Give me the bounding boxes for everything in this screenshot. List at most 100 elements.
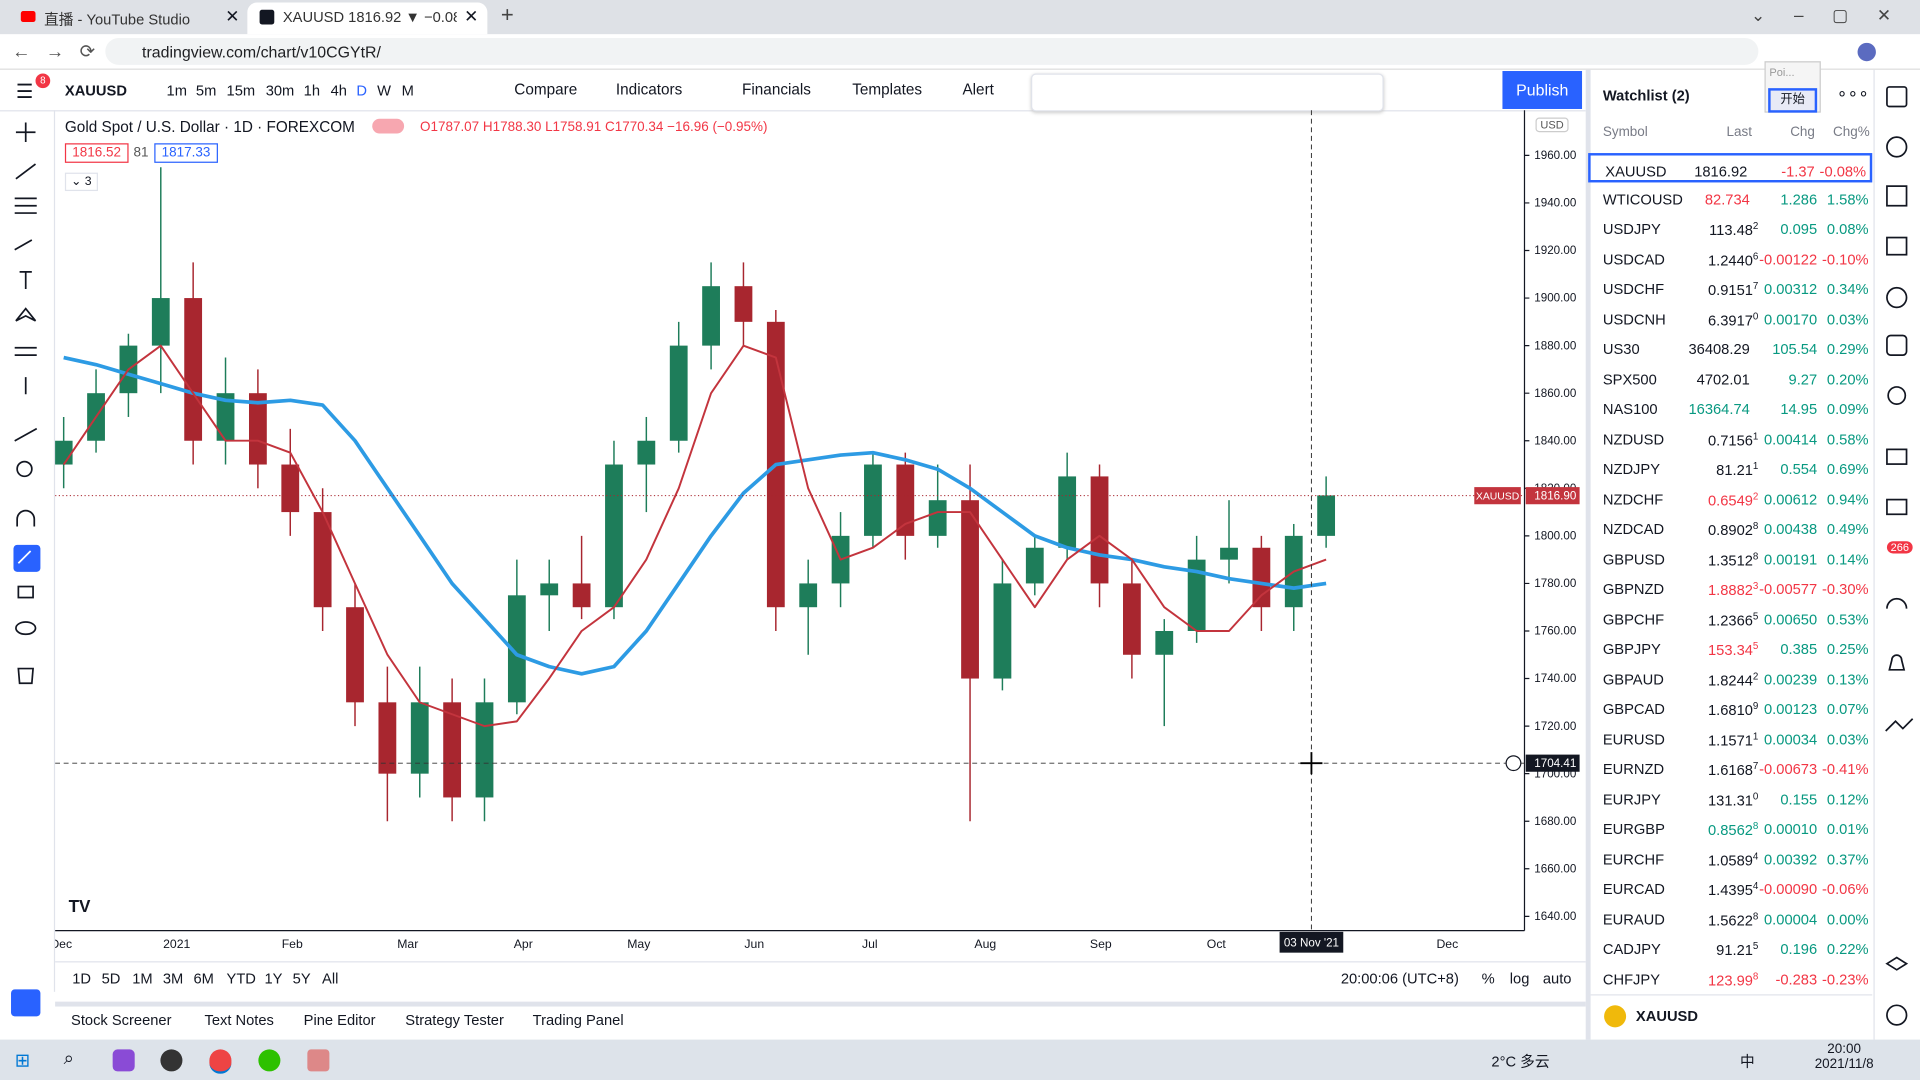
watchlist-row[interactable]: EURJPY 131.310 0.155 0.12% <box>1588 783 1872 812</box>
app[interactable] <box>160 1049 183 1072</box>
alert[interactable]: Alert <box>962 80 994 98</box>
app[interactable] <box>209 1049 232 1074</box>
watchlist-row[interactable]: USDCHF 0.91517 0.00312 0.34% <box>1588 273 1872 302</box>
watchlist-row[interactable]: SPX500 4702.01 9.27 0.20% <box>1588 363 1872 392</box>
interval[interactable]: 30m <box>265 82 295 100</box>
watchlist-row[interactable]: NAS100 16364.74 14.95 0.09% <box>1588 393 1872 422</box>
price-chart[interactable]: 1640.001660.001680.001700.001720.001740.… <box>55 108 1586 959</box>
popup-button[interactable]: 开始 <box>1768 88 1818 113</box>
panel-tab[interactable]: Trading Panel <box>532 1011 624 1029</box>
weather[interactable]: 2°C 多云 <box>1491 1053 1550 1071</box>
scale-option[interactable]: auto <box>1542 969 1572 987</box>
drawing-toolbar[interactable] <box>1031 73 1384 112</box>
publish[interactable]: Publish <box>1502 71 1583 109</box>
interval[interactable]: 5m <box>195 82 217 100</box>
tab-close[interactable]: ✕ <box>225 6 240 26</box>
watchlist-row[interactable]: CADJPY 91.215 0.196 0.22% <box>1588 933 1872 962</box>
interval[interactable]: M <box>401 82 414 100</box>
watchlist-row[interactable]: EURAUD 1.56228 0.00004 0.00% <box>1588 903 1872 932</box>
watchlist-row[interactable]: EURGBP 0.85628 0.00010 0.01% <box>1588 813 1872 842</box>
indicators[interactable]: Indicators <box>615 80 683 98</box>
watchlist-row[interactable]: EURCHF 1.05894 0.00392 0.37% <box>1588 843 1872 872</box>
watchlist-row[interactable]: WTICOUSD 82.734 1.286 1.58% <box>1588 183 1872 212</box>
clock[interactable]: 20:00 2021/11/8 <box>1815 1042 1874 1071</box>
range[interactable]: 3M <box>162 969 184 987</box>
indicator-toggle[interactable]: ⌄ 3 <box>64 172 98 192</box>
tab-title[interactable]: 直播 - YouTube Studio <box>44 11 191 29</box>
watchlist-row[interactable]: NZDUSD 0.71561 0.00414 0.58% <box>1588 423 1872 452</box>
search[interactable]: ⌕ <box>63 1048 74 1069</box>
panel-tab[interactable]: Strategy Tester <box>405 1011 504 1029</box>
watchlist-row[interactable]: NZDCAD 0.89028 0.00438 0.49% <box>1588 513 1872 542</box>
interval[interactable]: 15m <box>226 82 256 100</box>
watchlist-row[interactable]: EURNZD 1.61687 -0.00673 -0.41% <box>1588 753 1872 782</box>
watchlist-row[interactable]: US30 36408.29 105.54 0.29% <box>1588 333 1872 362</box>
interval[interactable]: 1h <box>303 82 321 100</box>
range[interactable]: 5Y <box>292 969 311 987</box>
column-header[interactable]: Chg <box>1790 124 1815 140</box>
nav-buttons[interactable]: ← → ⟳ <box>12 41 95 63</box>
watchlist-row[interactable]: EURCAD 1.43954 -0.00090 -0.06% <box>1588 873 1872 902</box>
watchlist-row[interactable]: EURUSD 1.15711 0.00034 0.03% <box>1588 723 1872 752</box>
watchlist-row[interactable]: USDJPY 113.482 0.095 0.08% <box>1588 213 1872 242</box>
profile[interactable] <box>1857 42 1876 62</box>
watchlist-row[interactable]: XAUUSD 1816.92 -1.37 -0.08% <box>1588 153 1873 183</box>
active-tab[interactable] <box>247 2 488 35</box>
tab-title[interactable]: XAUUSD 1816.92 ▼ −0.08% U <box>282 8 457 26</box>
ask[interactable]: 1817.33 <box>154 143 218 163</box>
column-header[interactable]: Chg% <box>1833 124 1870 140</box>
range[interactable]: YTD <box>226 969 256 987</box>
watchlist-row[interactable]: GBPNZD 1.88823 -0.00577 -0.30% <box>1588 573 1872 602</box>
menu[interactable]: ☰ <box>15 82 34 103</box>
interval[interactable]: 1m <box>166 82 187 100</box>
range[interactable]: 1Y <box>264 969 283 987</box>
templates[interactable]: Templates <box>852 80 923 98</box>
range[interactable]: 1D <box>72 969 92 987</box>
panel-tab[interactable]: Text Notes <box>204 1011 274 1029</box>
interval[interactable]: D <box>356 82 367 100</box>
bid[interactable]: 1816.52 <box>64 143 129 163</box>
currency[interactable]: USD <box>1535 117 1569 133</box>
watchlist-row[interactable]: GBPCAD 1.68109 0.00123 0.07% <box>1588 693 1872 722</box>
watchlist-row[interactable]: GBPCHF 1.23665 0.00650 0.53% <box>1588 603 1872 632</box>
active-tool[interactable] <box>13 544 41 572</box>
app[interactable] <box>112 1049 135 1072</box>
column-header[interactable]: Last <box>1726 124 1752 140</box>
watchlist-row[interactable]: NZDJPY 81.211 0.554 0.69% <box>1588 453 1872 482</box>
window-controls[interactable]: ⌄ – ▢ ✕ <box>1751 4 1892 25</box>
range[interactable]: 1M <box>132 969 153 987</box>
watchlist-row[interactable]: CHFJPY 123.998 -0.283 -0.23% <box>1588 963 1872 992</box>
watchlist-row[interactable]: USDCNH 6.39170 0.00170 0.03% <box>1588 303 1872 332</box>
range[interactable]: All <box>322 969 339 987</box>
watchlist-row[interactable]: USDCAD 1.24406 -0.00122 -0.10% <box>1588 243 1872 272</box>
symbol[interactable]: XAUUSD <box>64 82 127 100</box>
app[interactable] <box>307 1049 330 1072</box>
interval[interactable]: 4h <box>330 82 347 100</box>
new-tab[interactable]: + <box>500 2 514 27</box>
tab-close[interactable]: ✕ <box>464 6 479 26</box>
financials[interactable]: Financials <box>742 80 811 98</box>
watchlist-row[interactable]: GBPAUD 1.82442 0.00239 0.13% <box>1588 663 1872 692</box>
favorites[interactable] <box>11 989 41 1017</box>
ime[interactable]: 中 <box>1740 1053 1755 1071</box>
app[interactable] <box>258 1049 281 1072</box>
scale-option[interactable]: % <box>1481 969 1495 987</box>
tv-logo[interactable]: TV <box>68 896 91 916</box>
omnibox[interactable] <box>105 37 1759 65</box>
start[interactable]: ⊞ <box>14 1050 31 1072</box>
footer-symbol[interactable]: XAUUSD <box>1635 1007 1698 1025</box>
panel-tab[interactable]: Stock Screener <box>71 1011 172 1029</box>
watchlist-title[interactable]: Watchlist (2) <box>1602 86 1690 105</box>
url[interactable]: tradingview.com/chart/v10CGYtR/ <box>142 42 381 62</box>
more[interactable]: ∘∘∘ <box>1836 83 1869 103</box>
watchlist-row[interactable]: GBPJPY 153.345 0.385 0.25% <box>1588 633 1872 662</box>
range[interactable]: 5D <box>101 969 121 987</box>
scale-option[interactable]: log <box>1509 969 1530 987</box>
panel-tab[interactable]: Pine Editor <box>303 1011 376 1029</box>
watchlist-row[interactable]: GBPUSD 1.35128 0.00191 0.14% <box>1588 543 1872 572</box>
column-header[interactable]: Symbol <box>1602 124 1648 140</box>
interval[interactable]: W <box>377 82 392 100</box>
watchlist-row[interactable]: NZDCHF 0.65492 0.00612 0.94% <box>1588 483 1872 512</box>
range[interactable]: 6M <box>193 969 214 987</box>
compare[interactable]: Compare <box>514 80 578 98</box>
